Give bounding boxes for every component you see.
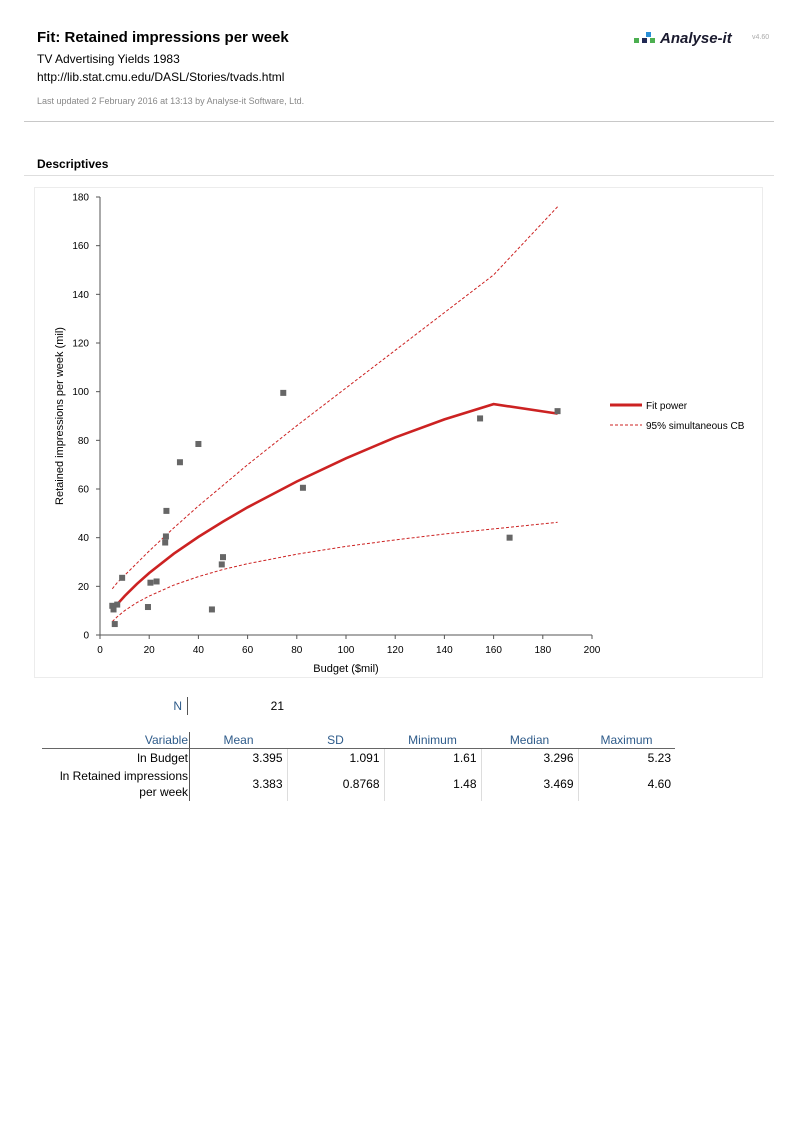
header-median: Median <box>481 732 578 749</box>
data-point <box>114 601 121 608</box>
row-maximum: 5.23 <box>577 748 675 767</box>
y-tick-label: 160 <box>72 241 89 252</box>
x-tick-label: 140 <box>436 645 453 656</box>
x-tick-label: 100 <box>338 645 355 656</box>
data-point <box>477 415 484 422</box>
data-point <box>208 606 215 613</box>
table-row: ln Budget 3.395 1.091 1.61 3.296 5.23 <box>42 748 675 767</box>
last-updated: Last updated 2 February 2016 at 13:13 by… <box>37 96 305 106</box>
row-minimum: 1.48 <box>383 766 481 801</box>
y-tick-label: 0 <box>83 631 89 642</box>
row-median: 3.296 <box>480 748 578 767</box>
row-mean: 3.395 <box>252 750 283 765</box>
dataset-name: TV Advertising Yields 1983 <box>37 52 180 66</box>
data-point <box>162 539 169 546</box>
row-sd: 1.091 <box>286 748 384 767</box>
x-tick-label: 120 <box>387 645 404 656</box>
data-point <box>162 533 169 540</box>
row-mean: 3.383 <box>252 776 283 791</box>
analyse-it-logo: Analyse-it <box>634 29 732 47</box>
y-tick-label: 120 <box>72 339 89 350</box>
header-sd: SD <box>287 732 384 749</box>
table-header-row: Variable Mean SD Minimum Median Maximum <box>42 732 675 749</box>
data-point <box>119 574 126 581</box>
n-value: 21 <box>270 699 284 713</box>
row-maximum: 4.60 <box>577 766 675 801</box>
n-divider <box>187 697 188 715</box>
legend: Fit power 95% simultaneous CB <box>610 401 745 432</box>
x-tick-label: 60 <box>242 645 254 656</box>
data-point <box>109 602 116 609</box>
confidence-band-upper-line <box>111 206 558 590</box>
scatter-chart: 0 20 40 60 80 100 120 140 160 180 200 0 20 40 60 80 100 1… <box>54 193 745 676</box>
x-tick-label: 20 <box>144 645 156 656</box>
data-point <box>554 408 561 415</box>
row-sd: 0.8768 <box>286 766 384 801</box>
x-tick-label: 200 <box>584 645 601 656</box>
data-point <box>110 606 117 613</box>
x-tick-label: 40 <box>193 645 205 656</box>
y-tick-label: 80 <box>78 436 90 447</box>
section-divider <box>24 175 774 176</box>
row-variable: ln Retained impressions per week <box>42 766 190 801</box>
x-tick-label: 80 <box>291 645 303 656</box>
header-variable: Variable <box>42 732 190 749</box>
n-label: N <box>173 699 182 713</box>
row-variable: ln Budget <box>42 748 190 767</box>
table-row: ln Retained impressions per week 3.383 0… <box>42 766 675 801</box>
header-maximum: Maximum <box>578 732 675 749</box>
version-label: v4.60 <box>752 34 770 41</box>
x-tick-label: 160 <box>485 645 502 656</box>
header-divider <box>24 121 774 122</box>
y-tick-label: 140 <box>72 290 89 301</box>
dataset-url[interactable]: http://lib.stat.cmu.edu/DASL/Stories/tva… <box>37 70 285 84</box>
x-tick-label: 0 <box>97 645 103 656</box>
x-axis-label: Budget ($mil) <box>313 663 378 675</box>
y-tick-label: 40 <box>78 533 90 544</box>
data-point <box>195 440 202 447</box>
data-point <box>147 579 154 586</box>
data-point <box>111 621 118 628</box>
row-minimum: 1.61 <box>383 748 481 767</box>
logo-text: Analyse-it <box>660 29 732 47</box>
header-minimum: Minimum <box>384 732 481 749</box>
confidence-band-lower-line <box>111 521 558 622</box>
header-mean: Mean <box>189 732 287 749</box>
legend-fit-label: Fit power <box>646 401 688 412</box>
y-tick-label: 180 <box>72 193 89 204</box>
legend-cb-label: 95% simultaneous CB <box>646 421 745 432</box>
section-title: Descriptives <box>37 157 109 171</box>
data-point <box>280 389 287 396</box>
data-point <box>144 604 151 611</box>
data-point <box>163 507 170 514</box>
x-tick-label: 180 <box>534 645 551 656</box>
report-title: Fit: Retained impressions per week <box>37 29 289 46</box>
y-tick-label: 60 <box>78 485 90 496</box>
data-point <box>153 578 160 585</box>
y-tick-label: 100 <box>72 387 89 398</box>
data-point <box>218 561 225 568</box>
fit-power-line <box>111 402 558 612</box>
descriptives-table: Variable Mean SD Minimum Median Maximum … <box>42 732 675 801</box>
data-point <box>299 484 306 491</box>
y-axis-label: Retained impressions per week (mil) <box>54 327 66 505</box>
logo-squares-icon <box>634 32 655 43</box>
data-point <box>220 554 226 561</box>
row-median: 3.469 <box>480 766 578 801</box>
chart-frame <box>34 187 763 678</box>
data-point <box>506 534 513 541</box>
data-point <box>176 459 183 466</box>
y-tick-label: 20 <box>78 582 90 593</box>
